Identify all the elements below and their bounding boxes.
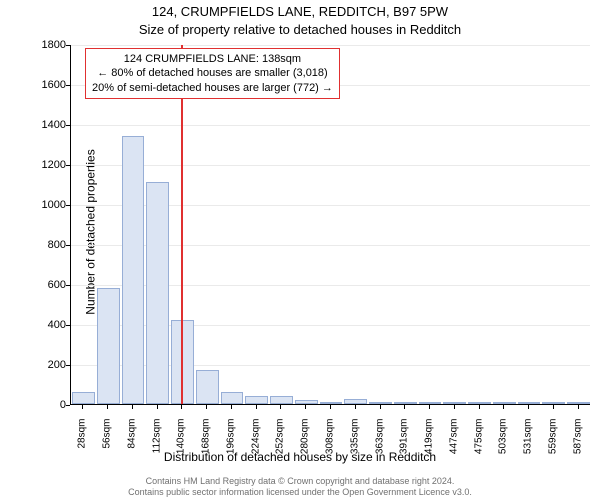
x-tick-mark [206, 405, 207, 409]
footer-attribution: Contains HM Land Registry data © Crown c… [0, 476, 600, 498]
info-line-1: 124 CRUMPFIELDS LANE: 138sqm [92, 52, 333, 66]
bar [518, 402, 541, 404]
bar [344, 399, 367, 404]
x-tick-mark [107, 405, 108, 409]
bar [72, 392, 95, 404]
x-tick-mark [404, 405, 405, 409]
x-tick-mark [280, 405, 281, 409]
x-tick-mark [503, 405, 504, 409]
x-tick-mark [330, 405, 331, 409]
y-tick-label: 800 [26, 239, 66, 251]
y-tick-label: 200 [26, 359, 66, 371]
gridline [71, 125, 590, 126]
y-tick-label: 1400 [26, 119, 66, 131]
x-tick-mark [256, 405, 257, 409]
bar [369, 402, 392, 404]
chart-title-line1: 124, CRUMPFIELDS LANE, REDDITCH, B97 5PW [0, 4, 600, 19]
bar [97, 288, 120, 404]
chart-container: 124, CRUMPFIELDS LANE, REDDITCH, B97 5PW… [0, 0, 600, 500]
y-tick-label: 1000 [26, 199, 66, 211]
y-tick-mark [66, 405, 70, 406]
y-tick-label: 600 [26, 279, 66, 291]
x-tick-mark [578, 405, 579, 409]
y-tick-label: 1600 [26, 79, 66, 91]
gridline [71, 45, 590, 46]
bar [122, 136, 145, 404]
footer-line-2: Contains public sector information licen… [0, 487, 600, 498]
y-tick-label: 0 [26, 399, 66, 411]
bar [196, 370, 219, 404]
bar [295, 400, 318, 404]
bar [419, 402, 442, 404]
chart-title-line2: Size of property relative to detached ho… [0, 22, 600, 37]
bar [468, 402, 491, 404]
x-tick-mark [355, 405, 356, 409]
y-tick-label: 1200 [26, 159, 66, 171]
x-tick-mark [380, 405, 381, 409]
bar [270, 396, 293, 404]
bar [245, 396, 268, 404]
x-tick-mark [553, 405, 554, 409]
x-tick-mark [157, 405, 158, 409]
x-tick-mark [132, 405, 133, 409]
bar [567, 402, 590, 404]
y-tick-label: 1800 [26, 39, 66, 51]
y-tick-label: 400 [26, 319, 66, 331]
gridline [71, 165, 590, 166]
bar [221, 392, 244, 404]
bar [443, 402, 466, 404]
info-line-2: ← 80% of detached houses are smaller (3,… [92, 66, 333, 80]
plot-area [70, 45, 590, 405]
x-tick-mark [429, 405, 430, 409]
bar [493, 402, 516, 404]
x-tick-mark [454, 405, 455, 409]
x-tick-mark [528, 405, 529, 409]
info-line-3: 20% of semi-detached houses are larger (… [92, 81, 333, 95]
info-box: 124 CRUMPFIELDS LANE: 138sqm ← 80% of de… [85, 48, 340, 99]
x-tick-mark [305, 405, 306, 409]
bar [320, 402, 343, 404]
x-tick-mark [181, 405, 182, 409]
x-tick-mark [479, 405, 480, 409]
x-axis-label: Distribution of detached houses by size … [0, 450, 600, 464]
bar [394, 402, 417, 404]
footer-line-1: Contains HM Land Registry data © Crown c… [0, 476, 600, 487]
bar [146, 182, 169, 404]
x-tick-mark [82, 405, 83, 409]
x-tick-mark [231, 405, 232, 409]
bar [542, 402, 565, 404]
